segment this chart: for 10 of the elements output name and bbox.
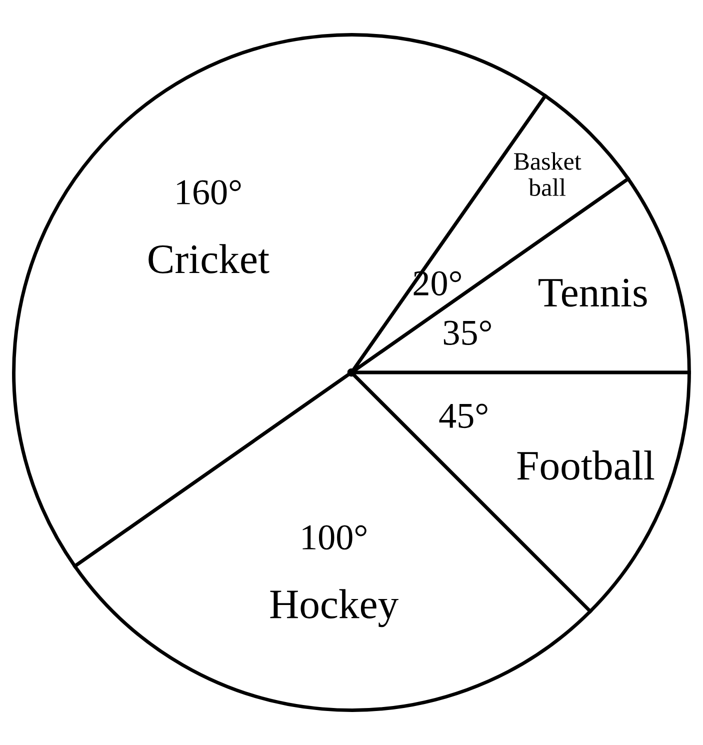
slice-label: Football [517, 450, 654, 480]
data-label: 20° [414, 271, 461, 296]
slice-label: Hockey [270, 589, 398, 628]
slice-label: Tennis [538, 278, 647, 307]
data-label: 45° [439, 404, 488, 428]
data-label: 35° [444, 320, 491, 345]
data-label: 100° [302, 525, 366, 550]
slice-label: Basket ball [514, 152, 582, 196]
data-label: 160° [177, 180, 241, 204]
slice-label: Cricket [148, 244, 270, 274]
